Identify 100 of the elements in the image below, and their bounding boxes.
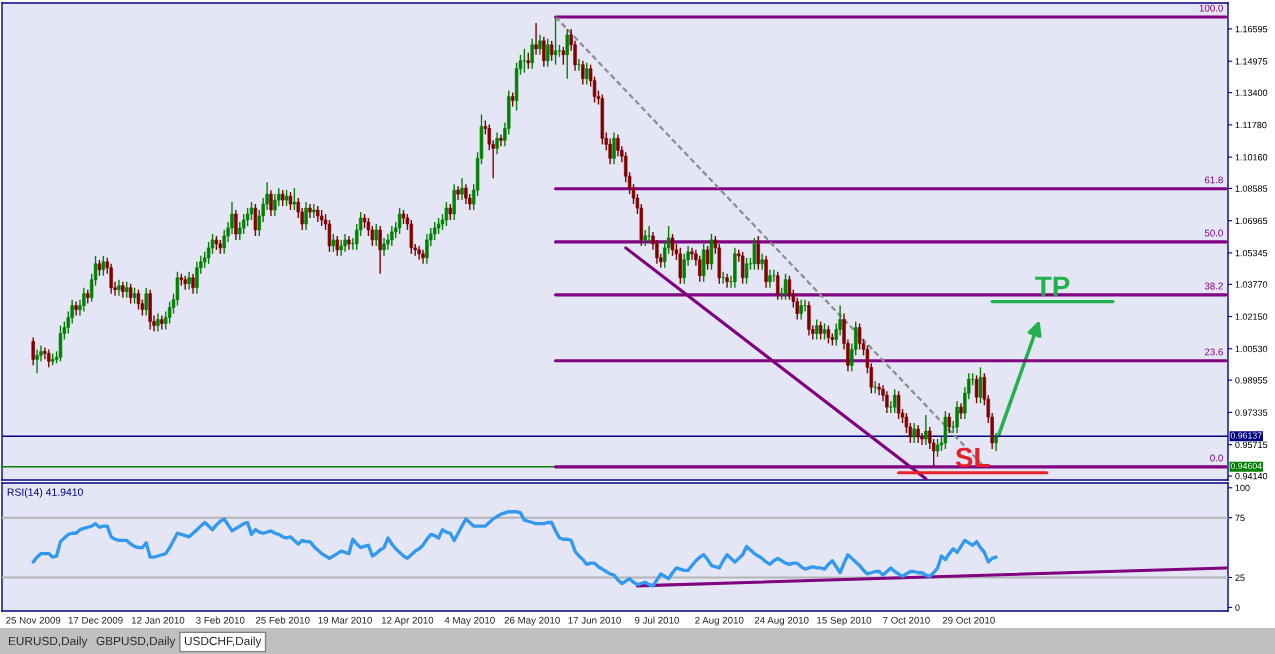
series-label: 23.6 xyxy=(1204,348,1223,356)
series-label: 61.8 xyxy=(1204,176,1223,184)
candlestick xyxy=(565,28,569,80)
candlestick xyxy=(542,36,546,68)
x-tick-label: 12 Jan 2010 xyxy=(131,616,185,624)
series-label: 100.0 xyxy=(1199,4,1223,12)
y-tick-label: 100 xyxy=(1235,484,1250,492)
chart-title: RSI(14) 41.9410 xyxy=(7,488,83,498)
text: EURUSD,Daily xyxy=(8,636,88,648)
candlestick xyxy=(670,233,675,257)
x-tick-label: 25 Feb 2010 xyxy=(255,616,310,624)
candlestick xyxy=(585,62,589,86)
candlestick xyxy=(904,412,909,434)
candlestick xyxy=(31,336,35,367)
candlestick xyxy=(530,38,534,70)
x-tick-label: 25 Nov 2009 xyxy=(6,616,61,624)
candlestick xyxy=(678,247,683,285)
candlestick xyxy=(35,348,39,374)
y-tick-label: 25 xyxy=(1235,574,1245,581)
series-label: SL xyxy=(955,447,990,468)
candlestick xyxy=(335,235,339,257)
candlestick xyxy=(756,235,760,271)
x-tick-label: 3 Feb 2010 xyxy=(196,616,245,624)
y-tick-label: 1.16595 xyxy=(1235,25,1268,33)
candlestick xyxy=(978,366,983,404)
candlestick xyxy=(647,225,651,243)
y-tick-label: 0 xyxy=(1235,604,1240,611)
candlestick xyxy=(499,133,503,148)
candlestick xyxy=(117,279,121,297)
x-tick-label: 7 Oct 2010 xyxy=(883,616,930,624)
y-tick-label: 1.14975 xyxy=(1235,58,1268,65)
candlestick xyxy=(58,324,63,363)
candlestick xyxy=(304,201,308,231)
candlestick xyxy=(312,203,316,219)
series-label: TP xyxy=(1035,276,1070,296)
candlestick xyxy=(136,288,141,311)
x-tick-label: 26 May 2010 xyxy=(504,616,560,626)
candlestick xyxy=(417,245,421,261)
candlestick xyxy=(549,40,554,62)
y-tick-label: 1.11780 xyxy=(1235,121,1267,129)
ref-line-label: 0.96137 xyxy=(1230,432,1262,439)
series-label: 0.0 xyxy=(1210,454,1223,462)
candlestick xyxy=(546,38,550,68)
text: USDCHF,Daily xyxy=(184,636,262,648)
y-tick-label: 1.03770 xyxy=(1235,281,1268,288)
x-tick-label: 24 Aug 2010 xyxy=(754,616,809,626)
candlestick xyxy=(776,271,780,301)
candlestick xyxy=(538,34,542,56)
candlestick xyxy=(292,187,297,211)
candlestick xyxy=(912,422,916,444)
candlestick xyxy=(191,273,195,295)
candlestick xyxy=(783,273,788,301)
candlestick xyxy=(815,318,819,341)
y-tick-label: 0.95715 xyxy=(1235,441,1268,449)
candlestick xyxy=(612,131,616,165)
y-tick-label: 1.13400 xyxy=(1235,89,1268,96)
x-tick-label: 15 Sep 2010 xyxy=(817,616,872,626)
candlestick xyxy=(955,400,959,434)
series-label: 38.2 xyxy=(1204,282,1223,290)
y-tick-label: 0.98955 xyxy=(1235,377,1268,384)
x-tick-label: 17 Jun 2010 xyxy=(568,616,621,624)
candlestick xyxy=(857,322,862,351)
x-tick-label: 4 May 2010 xyxy=(444,616,495,626)
y-tick-label: 0.97335 xyxy=(1235,409,1268,416)
y-tick-label: 0.94140 xyxy=(1235,472,1268,480)
ref-line-label: 0.94604 xyxy=(1230,462,1262,470)
candlestick xyxy=(460,177,464,201)
candlestick xyxy=(974,374,979,404)
candlestick xyxy=(452,183,456,221)
candlestick xyxy=(74,300,78,317)
candlestick xyxy=(807,300,811,337)
text: GBPUSD,Daily xyxy=(96,636,176,648)
candlestick xyxy=(705,245,710,271)
candlestick xyxy=(234,209,238,241)
x-tick-label: 17 Dec 2009 xyxy=(68,616,123,624)
candlestick xyxy=(253,203,258,237)
candlestick xyxy=(764,255,768,289)
series-label: 50.0 xyxy=(1204,229,1223,237)
candlestick xyxy=(82,286,86,313)
line-series xyxy=(31,510,998,588)
x-tick-label: 2 Aug 2010 xyxy=(695,616,744,626)
candlestick xyxy=(744,257,749,285)
candlestick xyxy=(709,233,714,271)
y-tick-label: 1.02150 xyxy=(1235,313,1268,320)
y-tick-label: 1.06965 xyxy=(1235,217,1268,225)
candlestick xyxy=(799,298,803,321)
candlestick xyxy=(924,414,928,446)
candlestick xyxy=(787,275,792,301)
candlestick xyxy=(421,249,425,265)
x-tick-label: 29 Oct 2010 xyxy=(942,616,995,624)
candlestick xyxy=(725,273,729,289)
y-tick-label: 1.05345 xyxy=(1235,249,1268,257)
candlestick xyxy=(553,16,558,66)
candlestick xyxy=(397,207,402,235)
candlestick xyxy=(760,253,764,271)
candlestick xyxy=(374,223,378,247)
x-tick-label: 9 Jul 2010 xyxy=(634,616,679,624)
candlestick xyxy=(495,131,499,155)
y-tick-label: 1.10160 xyxy=(1235,154,1268,161)
y-tick-label: 1.08585 xyxy=(1235,185,1268,192)
